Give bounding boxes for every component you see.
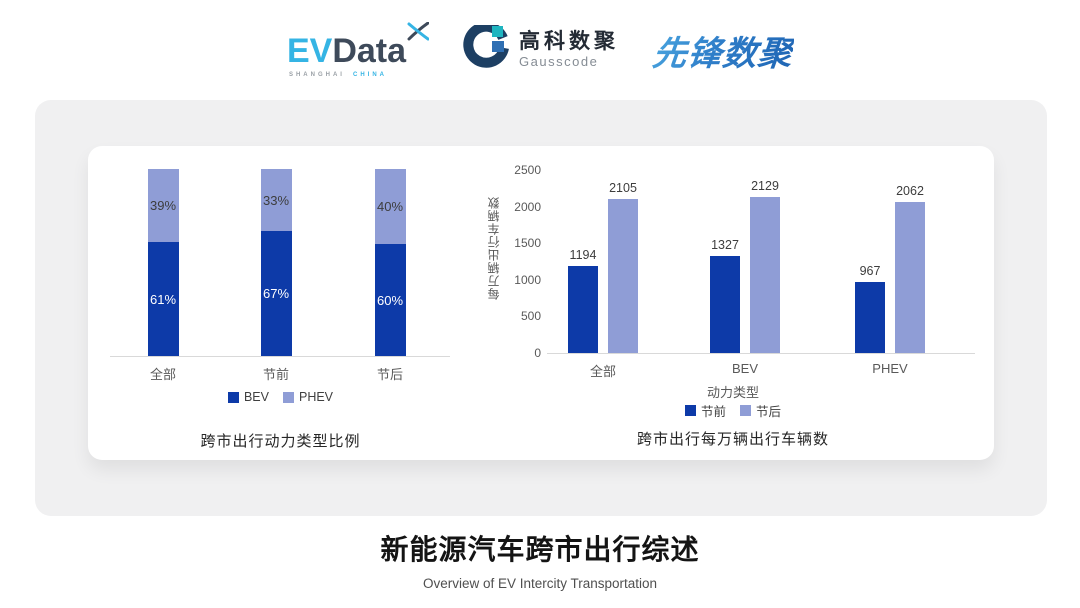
evdata-tagline-china: CHINA: [352, 72, 387, 78]
bar-post-holiday: [750, 197, 780, 353]
x-axis-line: [547, 353, 975, 354]
evdata-ev-text: EV: [286, 32, 333, 70]
right-chart: 每万辆出行车辆数 0 500 1000 1500 2000 2500 1194 2105 全部 13…: [483, 156, 983, 460]
y-tick-label: 1500: [514, 236, 541, 251]
bar-post-holiday: [608, 199, 638, 353]
evdata-logo: EV Data SHANGHAI CHINA: [286, 21, 430, 78]
bev-percent-label: 61%: [149, 291, 177, 307]
gausscode-logo: 高科数聚 Gausscode: [463, 21, 619, 76]
bar-value-label: 2105: [609, 181, 637, 195]
bar-value-label: 1327: [711, 238, 739, 252]
bar-segment-phev: [147, 169, 179, 242]
summary-card: 39% 61% 全部 33% 67% 节前 40% 60% 节后 BEV PHEV 跨市出行动力类型比…: [35, 100, 1047, 516]
left-chart: 39% 61% 全部 33% 67% 节前 40% 60% 节后 BEV PHEV 跨市出行动力类型比…: [108, 162, 453, 460]
y-tick-label: 0: [534, 346, 541, 360]
gausscode-g-icon: [463, 21, 509, 76]
bar-segment-bev: [374, 244, 406, 356]
legend-swatch: [282, 391, 294, 403]
y-tick-label: 2500: [514, 163, 541, 177]
phev-percent-label: 33%: [262, 192, 290, 208]
bar-pre-holiday: [710, 256, 740, 353]
footer: 新能源汽车跨市出行综述 Overview of EV Intercity Tra…: [0, 528, 1080, 591]
bar-segment-phev: [374, 169, 406, 244]
bar-value-label: 2062: [896, 184, 924, 198]
bar-value-label: 1194: [569, 248, 597, 262]
bar-pre-holiday: [568, 266, 598, 353]
legend-swatch: [740, 405, 751, 416]
gausscode-cn-name: 高科数聚: [519, 30, 620, 54]
category-label: 节前: [262, 367, 289, 382]
category-label: 节后: [376, 367, 403, 382]
evdata-wordmark: EV Data: [286, 21, 430, 70]
evdata-x-icon: [407, 21, 430, 46]
evdata-data-text: Data: [332, 32, 407, 70]
legend-swatch: [684, 405, 696, 416]
y-tick-label: 1000: [514, 272, 541, 287]
category-label: 全部: [149, 367, 176, 382]
category-label: 全部: [589, 364, 616, 379]
evdata-tagline-shanghai: SHANGHAI: [288, 72, 345, 78]
bev-percent-label: 67%: [262, 286, 290, 301]
phev-percent-label: 40%: [376, 199, 404, 214]
phev-percent-label: 39%: [149, 198, 177, 213]
bar-value-label: 2129: [751, 179, 779, 193]
legend-label: 节前: [700, 405, 726, 419]
legend-item: 节前: [684, 401, 726, 420]
bar-segment-bev: [147, 242, 179, 356]
left-chart-title: 跨市出行动力类型比例: [200, 433, 361, 450]
chart-legend: BEV PHEV: [108, 390, 453, 404]
bar-pre-holiday: [855, 282, 885, 353]
legend-label: BEV: [243, 390, 269, 404]
pioneer-logo: 先锋数聚: [650, 26, 795, 75]
chart-legend: 节前 节后: [483, 401, 983, 420]
y-tick-label: 2000: [514, 199, 541, 214]
header: EV Data SHANGHAI CHINA 高科数聚 Gausscode: [0, 14, 1080, 86]
bar-segment-bev: [260, 231, 292, 356]
charts-panel: 39% 61% 全部 33% 67% 节前 40% 60% 节后 BEV PHEV 跨市出行动力类型比…: [88, 146, 994, 460]
evdata-tagline: SHANGHAI CHINA: [287, 72, 429, 78]
legend-label: PHEV: [298, 390, 334, 404]
gausscode-text: 高科数聚 Gausscode: [519, 30, 619, 69]
bar-post-holiday: [895, 202, 925, 353]
category-label: BEV: [731, 361, 758, 376]
category-label: PHEV: [872, 361, 908, 376]
bev-percent-label: 60%: [376, 292, 404, 308]
legend-swatch: [227, 391, 239, 403]
x-axis-title: 动力类型: [706, 385, 759, 400]
legend-item: BEV: [227, 390, 269, 404]
y-tick-label: 500: [520, 309, 541, 324]
page-subtitle: Overview of EV Intercity Transportation: [422, 576, 658, 591]
legend-item: 节后: [740, 401, 781, 420]
right-chart-title: 跨市出行每万辆出行车辆数: [636, 431, 829, 448]
legend-label: 节后: [756, 405, 782, 419]
x-axis-line: [110, 356, 450, 357]
page-title: 新能源汽车跨市出行综述: [380, 534, 700, 565]
bar-value-label: 967: [859, 264, 881, 278]
legend-item: PHEV: [282, 390, 334, 404]
gausscode-en-name: Gausscode: [519, 53, 599, 69]
bar-segment-phev: [260, 169, 292, 231]
